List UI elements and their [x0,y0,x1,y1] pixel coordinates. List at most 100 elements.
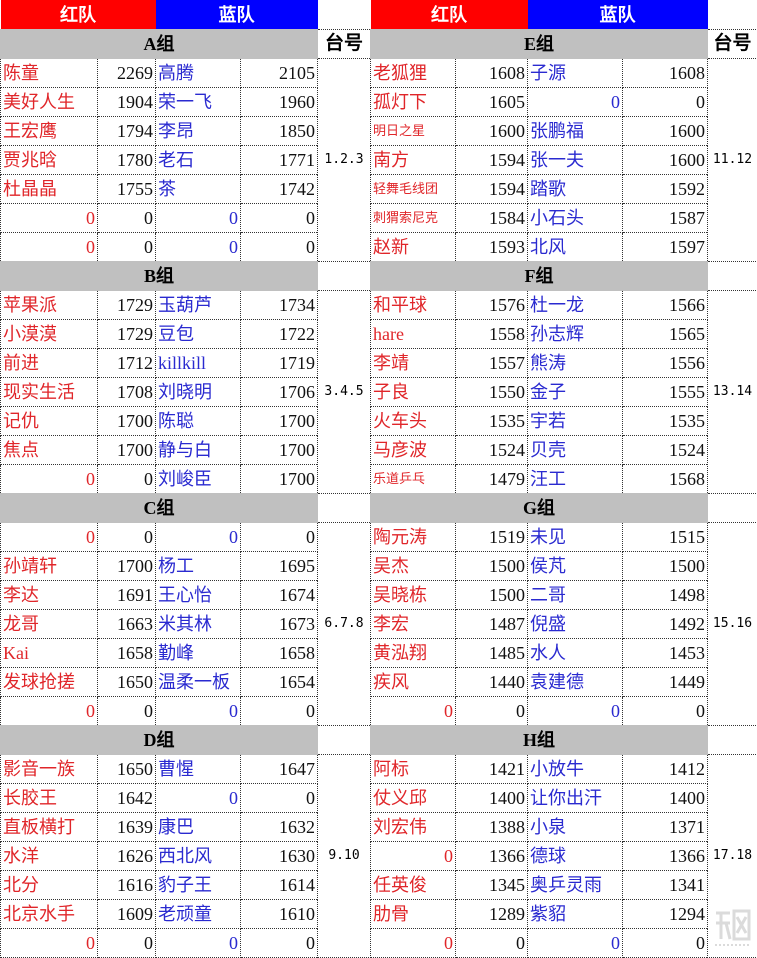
red-player-score[interactable]: 1729 [97,319,156,349]
red-player-score[interactable]: 1558 [455,319,528,349]
red-player-score[interactable]: 1608 [455,58,528,88]
blue-player-name[interactable]: 刘晓明 [155,377,241,407]
red-player-score[interactable]: 1663 [97,609,156,639]
red-player-name[interactable]: 赵新 [370,232,456,262]
blue-player-score[interactable]: 1449 [622,667,708,697]
red-player-score[interactable]: 0 [97,232,156,262]
blue-player-score[interactable]: 1700 [240,464,318,494]
blue-player-score[interactable]: 1566 [622,290,708,320]
red-player-name[interactable]: 小漠漠 [0,319,98,349]
red-player-name[interactable]: 美好人生 [0,87,98,117]
red-player-name[interactable]: 苹果派 [0,290,98,320]
red-player-score[interactable]: 1609 [97,899,156,929]
red-player-score[interactable]: 1605 [455,87,528,117]
blue-player-name[interactable]: 刘峻臣 [155,464,241,494]
red-player-score[interactable]: 1626 [97,841,156,871]
blue-player-score[interactable]: 0 [240,522,318,552]
red-player-score[interactable]: 1289 [455,899,528,929]
red-player-name[interactable]: 0 [0,203,98,233]
red-player-name[interactable]: 刺猬索尼克 [370,203,456,233]
red-player-score[interactable]: 1700 [97,435,156,465]
blue-player-name[interactable]: 未见 [527,522,623,552]
blue-player-score[interactable]: 1658 [240,638,318,668]
blue-player-name[interactable]: 侯芃 [527,551,623,581]
red-player-score[interactable]: 1780 [97,145,156,175]
blue-player-name[interactable]: 子源 [527,58,623,88]
red-player-name[interactable]: 龙哥 [0,609,98,639]
red-player-name[interactable]: 陶元涛 [370,522,456,552]
blue-player-name[interactable]: 小石头 [527,203,623,233]
blue-player-score[interactable]: 0 [240,928,318,958]
red-player-name[interactable]: 老狐狸 [370,58,456,88]
red-player-score[interactable]: 0 [97,522,156,552]
red-player-score[interactable]: 1485 [455,638,528,668]
red-player-score[interactable]: 1729 [97,290,156,320]
red-player-score[interactable]: 0 [455,696,528,726]
red-player-score[interactable]: 1400 [455,783,528,813]
blue-player-name[interactable]: 小放牛 [527,754,623,784]
red-player-score[interactable]: 1639 [97,812,156,842]
blue-player-score[interactable]: 1597 [622,232,708,262]
blue-player-score[interactable]: 1630 [240,841,318,871]
red-player-name[interactable]: Kai [0,638,98,668]
blue-player-name[interactable]: 宇若 [527,406,623,436]
blue-player-score[interactable]: 1498 [622,580,708,610]
blue-player-name[interactable]: 踏歌 [527,174,623,204]
red-player-name[interactable]: 黄泓翔 [370,638,456,668]
blue-player-name[interactable]: 杨工 [155,551,241,581]
blue-player-name[interactable]: 张一夫 [527,145,623,175]
red-player-name[interactable]: 0 [0,232,98,262]
red-player-score[interactable]: 1650 [97,667,156,697]
blue-player-name[interactable]: 孙志辉 [527,319,623,349]
blue-player-name[interactable]: 金子 [527,377,623,407]
blue-player-score[interactable]: 1695 [240,551,318,581]
blue-player-score[interactable]: 1960 [240,87,318,117]
red-player-name[interactable]: 李宏 [370,609,456,639]
red-player-score[interactable]: 1708 [97,377,156,407]
blue-player-score[interactable]: 1568 [622,464,708,494]
blue-player-score[interactable]: 1632 [240,812,318,842]
red-player-score[interactable]: 1557 [455,348,528,378]
blue-player-score[interactable]: 1614 [240,870,318,900]
red-player-score[interactable]: 1755 [97,174,156,204]
blue-player-score[interactable]: 1700 [240,406,318,436]
blue-player-score[interactable]: 0 [240,696,318,726]
red-player-name[interactable]: 孙靖轩 [0,551,98,581]
red-player-score[interactable]: 0 [97,928,156,958]
red-player-score[interactable]: 1440 [455,667,528,697]
red-player-score[interactable]: 1550 [455,377,528,407]
blue-player-name[interactable]: 0 [155,522,241,552]
blue-player-score[interactable]: 1587 [622,203,708,233]
red-player-name[interactable]: 和平球 [370,290,456,320]
red-player-name[interactable]: 乐道乒乓 [370,464,456,494]
red-player-score[interactable]: 1584 [455,203,528,233]
blue-player-score[interactable]: 1742 [240,174,318,204]
red-player-score[interactable]: 0 [97,464,156,494]
blue-player-score[interactable]: 1556 [622,348,708,378]
red-player-score[interactable]: 1691 [97,580,156,610]
blue-player-score[interactable]: 1366 [622,841,708,871]
red-player-score[interactable]: 1500 [455,580,528,610]
blue-player-score[interactable]: 1412 [622,754,708,784]
blue-player-score[interactable]: 1719 [240,348,318,378]
red-player-name[interactable]: 0 [370,841,456,871]
red-player-name[interactable]: 火车头 [370,406,456,436]
blue-player-name[interactable]: 熊涛 [527,348,623,378]
blue-player-name[interactable]: 袁建德 [527,667,623,697]
red-player-name[interactable]: 阿标 [370,754,456,784]
red-player-score[interactable]: 1519 [455,522,528,552]
blue-player-name[interactable]: 豹子王 [155,870,241,900]
red-player-score[interactable]: 1594 [455,174,528,204]
blue-player-name[interactable]: 米其林 [155,609,241,639]
red-player-name[interactable]: 南方 [370,145,456,175]
blue-player-name[interactable]: 茶 [155,174,241,204]
red-player-name[interactable]: 马彦波 [370,435,456,465]
blue-player-name[interactable]: 静与白 [155,435,241,465]
blue-player-score[interactable]: 1524 [622,435,708,465]
red-player-score[interactable]: 1600 [455,116,528,146]
blue-player-name[interactable]: 让你出汗 [527,783,623,813]
blue-player-score[interactable]: 1734 [240,290,318,320]
blue-player-score[interactable]: 1294 [622,899,708,929]
red-player-score[interactable]: 1576 [455,290,528,320]
red-player-score[interactable]: 1650 [97,754,156,784]
